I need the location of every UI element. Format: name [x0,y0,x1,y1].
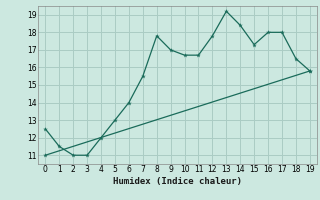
X-axis label: Humidex (Indice chaleur): Humidex (Indice chaleur) [113,177,242,186]
